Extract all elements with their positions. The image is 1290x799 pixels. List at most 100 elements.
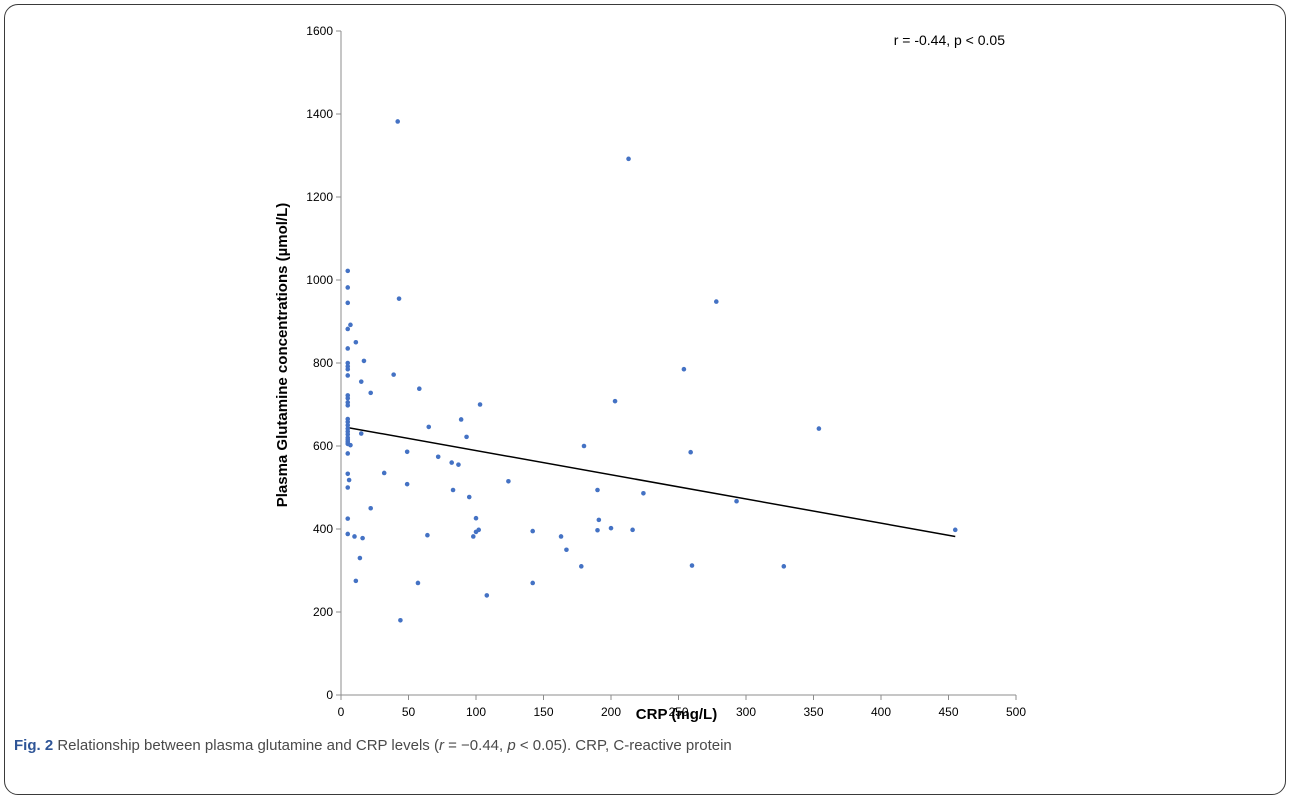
chart-axes — [340, 31, 1016, 696]
chart-ticks: 0 50 100 150 200 250 300 350 400 450 500 0 200 400 600… — [306, 24, 1026, 719]
data-point — [641, 491, 646, 496]
data-point — [368, 505, 374, 511]
data-point — [458, 417, 464, 422]
x-tick-label: 50 — [402, 705, 416, 719]
caption-p-symbol: p — [507, 737, 516, 754]
y-tick-label: 400 — [313, 522, 333, 536]
x-axis-title: CRP (mg/L) — [636, 706, 717, 723]
data-point — [952, 527, 958, 533]
data-point — [395, 119, 401, 124]
y-tick-label: 1000 — [306, 273, 333, 287]
data-point — [626, 156, 631, 162]
x-tick-label: 0 — [338, 705, 345, 719]
data-point — [381, 470, 387, 476]
data-point — [816, 426, 822, 431]
data-point — [345, 268, 351, 274]
data-point — [595, 527, 600, 533]
data-point — [368, 390, 374, 396]
data-point — [348, 442, 353, 448]
data-point — [353, 578, 359, 584]
data-point — [398, 618, 403, 623]
y-tick-label: 0 — [326, 688, 333, 702]
data-point — [596, 517, 602, 523]
data-point — [734, 498, 739, 504]
figure-caption: Fig. 2 Relationship between plasma gluta… — [14, 737, 1274, 754]
data-point — [530, 528, 535, 534]
data-point — [581, 443, 587, 449]
x-tick-label: 350 — [803, 705, 823, 719]
y-tick-label: 1200 — [306, 190, 333, 204]
data-point — [404, 481, 410, 487]
data-point — [345, 432, 351, 437]
x-tick-label: 150 — [533, 705, 553, 719]
figure-frame — [4, 4, 1286, 795]
data-point — [357, 555, 363, 561]
x-tick-label: 500 — [1006, 705, 1026, 719]
data-point — [681, 366, 687, 372]
data-points — [345, 119, 958, 623]
data-point — [345, 531, 351, 537]
data-point — [415, 580, 421, 586]
data-point — [345, 360, 351, 366]
caption-p-value: < 0.05). CRP, C-reactive protein — [515, 737, 732, 754]
x-tick-label: 100 — [466, 705, 486, 719]
y-tick-label: 800 — [313, 356, 333, 370]
x-tick-label: 300 — [736, 705, 756, 719]
data-point — [595, 487, 600, 493]
x-tick-label: 400 — [871, 705, 891, 719]
data-point — [345, 403, 351, 408]
data-point — [449, 460, 455, 465]
data-point — [473, 529, 479, 535]
y-axis-title: Plasma Glutamine concentrations (µmol/L) — [274, 203, 291, 508]
data-point — [477, 402, 483, 407]
data-point — [456, 462, 461, 467]
data-point — [345, 300, 351, 306]
y-tick-label: 200 — [313, 605, 333, 619]
x-tick-label: 200 — [601, 705, 621, 719]
data-point — [612, 398, 618, 404]
data-point — [345, 285, 351, 290]
data-point — [345, 485, 351, 490]
caption-r-value: = −0.44, — [443, 737, 508, 754]
data-point — [426, 424, 432, 430]
data-point — [360, 535, 365, 541]
correlation-annotation: r = -0.44, p < 0.05 — [894, 32, 1006, 48]
trend-line — [346, 426, 956, 538]
data-point — [345, 471, 351, 477]
data-point — [608, 525, 614, 531]
data-point — [345, 346, 351, 351]
figure-label: Fig. 2 — [14, 737, 54, 754]
data-point — [345, 419, 351, 425]
data-point — [435, 454, 441, 460]
data-point — [345, 422, 351, 428]
y-tick-label: 1400 — [306, 107, 333, 121]
data-point — [579, 564, 584, 569]
data-point — [530, 580, 535, 586]
data-point — [484, 593, 490, 598]
data-point — [506, 478, 511, 484]
data-point — [688, 449, 693, 455]
x-tick-label: 250 — [668, 705, 688, 719]
data-point — [345, 451, 351, 456]
data-point — [558, 534, 564, 539]
data-point — [630, 527, 635, 533]
data-point — [348, 322, 353, 328]
y-tick-label: 1600 — [306, 24, 333, 38]
caption-text-1: Relationship between plasma glutamine an… — [53, 737, 439, 754]
data-point — [564, 547, 569, 553]
data-point — [714, 299, 719, 304]
data-point — [353, 339, 359, 345]
data-point — [466, 494, 472, 500]
data-point — [450, 487, 456, 493]
caption-r-symbol: r — [438, 737, 444, 754]
data-point — [346, 477, 352, 483]
data-point — [358, 431, 364, 436]
data-point — [781, 564, 787, 569]
data-point — [471, 534, 476, 539]
data-point — [345, 326, 351, 332]
data-point — [361, 358, 367, 364]
x-tick-label: 450 — [938, 705, 958, 719]
data-point — [345, 516, 351, 521]
data-point — [417, 386, 422, 392]
